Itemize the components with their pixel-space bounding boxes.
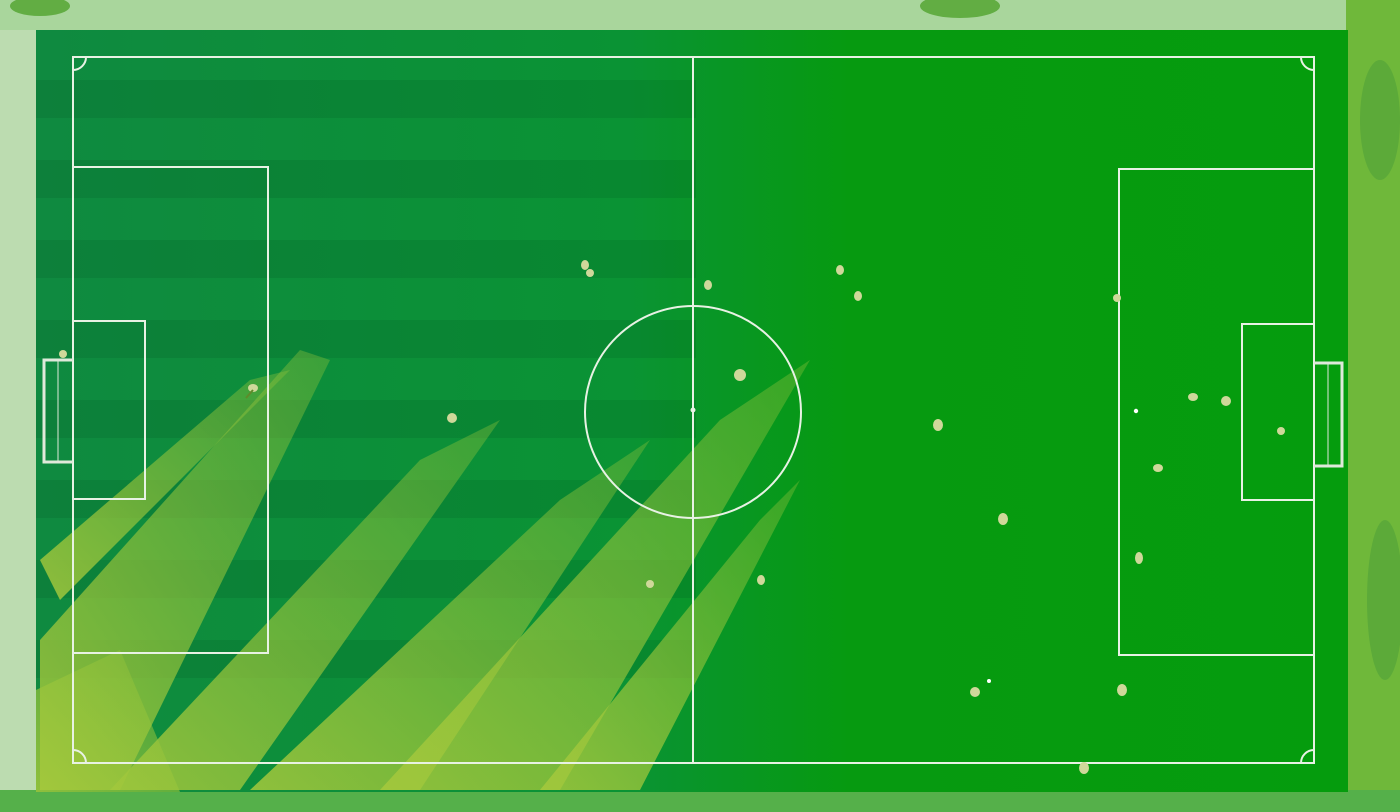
player (1188, 393, 1198, 401)
player (1153, 464, 1163, 472)
sunlight-streaks (36, 350, 810, 792)
player (1079, 762, 1089, 774)
player (1277, 427, 1285, 435)
player (757, 575, 765, 585)
corner-arc-top-right (1300, 56, 1315, 71)
player (1117, 684, 1127, 696)
player (1135, 552, 1143, 564)
top-verge (0, 0, 1400, 30)
right-goal-area (1241, 323, 1315, 501)
centre-spot (690, 407, 696, 413)
player (59, 350, 67, 358)
player (998, 513, 1008, 525)
balls (987, 408, 1139, 683)
player (836, 265, 844, 275)
player (581, 260, 594, 277)
player (854, 291, 862, 301)
left-goal-area (72, 320, 146, 500)
corner-arc-bottom-right (1300, 749, 1315, 764)
bottom-verge (0, 790, 1400, 812)
player (734, 369, 746, 381)
player (704, 280, 712, 290)
player (646, 580, 654, 588)
tree-canopy (10, 0, 1400, 680)
player (1221, 396, 1231, 406)
centre-circle (584, 305, 802, 519)
player (245, 384, 258, 399)
right-goal (1314, 361, 1344, 468)
left-verge (0, 0, 40, 812)
corner-arc-bottom-left (72, 749, 87, 764)
left-goal (42, 358, 73, 464)
players (59, 260, 1285, 774)
player (447, 413, 457, 423)
corner-arc-top-left (72, 56, 87, 71)
player (1113, 294, 1121, 302)
player (933, 419, 943, 431)
player (970, 687, 980, 697)
